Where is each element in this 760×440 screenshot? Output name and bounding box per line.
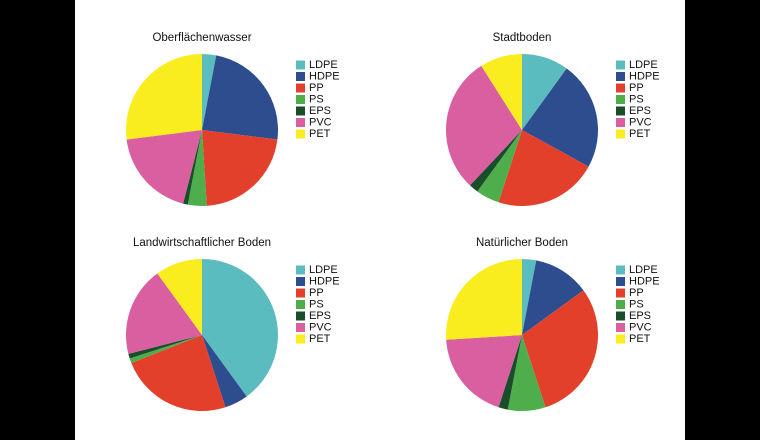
pie-slice [183, 130, 202, 205]
legend-label: PET [309, 128, 331, 140]
legend-swatch [296, 334, 305, 344]
legend-swatch [616, 311, 625, 321]
legend-swatch [616, 277, 625, 286]
pie-slice [128, 335, 202, 359]
chart-title: Stadtboden [493, 32, 552, 44]
legend-label: HDPE [309, 70, 340, 82]
legend-label: PS [629, 298, 644, 310]
pie-slice [157, 259, 202, 335]
pie-slice [522, 54, 567, 130]
pie-slice [202, 54, 217, 130]
legend-label: PS [629, 93, 644, 105]
legend-swatch [616, 265, 625, 275]
pie-slice [446, 65, 522, 186]
legend-swatch [296, 83, 305, 93]
legend-swatch [296, 95, 305, 104]
legend-label: EPS [309, 105, 331, 117]
legend-label: LDPE [629, 264, 658, 276]
pie-slice [126, 130, 202, 204]
legend-swatch [296, 311, 305, 321]
legend-swatch [296, 288, 305, 298]
pie-slice [126, 54, 202, 140]
legend-label: PET [309, 333, 331, 345]
legend-swatch [616, 129, 625, 139]
legend-label: PP [629, 82, 644, 94]
legend-label: PVC [309, 116, 332, 128]
legend-label: PVC [629, 321, 652, 333]
pie-slice [477, 130, 522, 203]
legend-label: PET [629, 333, 651, 345]
legend-label: HDPE [309, 275, 340, 287]
pie-slice [498, 130, 589, 206]
legend-label: PET [629, 128, 651, 140]
pie-slice [446, 259, 522, 340]
pie-slice [202, 130, 278, 206]
pie-slice [498, 335, 522, 410]
legend-label: PP [309, 82, 324, 94]
chart-title: Natürlicher Boden [476, 237, 568, 249]
legend-swatch [296, 265, 305, 275]
pie-slice [522, 290, 598, 408]
legend-label: HDPE [629, 275, 660, 287]
legend-label: LDPE [629, 59, 658, 71]
legend-label: PS [309, 298, 324, 310]
legend-label: PP [629, 287, 644, 299]
legend-swatch [296, 323, 305, 332]
legend-swatch [616, 300, 625, 309]
legend-swatch [296, 118, 305, 127]
legend-swatch [296, 300, 305, 309]
legend-label: PVC [629, 116, 652, 128]
legend-swatch [616, 72, 625, 81]
pie-slice [131, 335, 226, 412]
legend-swatch [296, 106, 305, 116]
legend-label: PP [309, 287, 324, 299]
pie-slice [507, 335, 546, 411]
pie-slice [187, 130, 207, 206]
pie-slice [129, 335, 202, 363]
legend-swatch [616, 288, 625, 298]
legend-swatch [616, 334, 625, 344]
legend-swatch [616, 83, 625, 93]
legend-swatch [296, 129, 305, 139]
legend-swatch [616, 118, 625, 127]
legend-label: EPS [629, 310, 651, 322]
legend-label: LDPE [309, 59, 338, 71]
legend-swatch [616, 95, 625, 104]
legend-swatch [296, 60, 305, 70]
pie-slice [469, 130, 522, 192]
legend-label: EPS [309, 310, 331, 322]
legend-label: PS [309, 93, 324, 105]
pie-slice [202, 335, 247, 408]
pie-slice [126, 273, 202, 354]
legend-label: PVC [309, 321, 332, 333]
pie-slice [481, 54, 522, 130]
pie-slice [202, 55, 279, 140]
pie-slice [522, 259, 537, 335]
legend-swatch [296, 72, 305, 81]
pie-slice [446, 335, 522, 408]
legend-swatch [616, 323, 625, 332]
pie-slice [522, 260, 584, 335]
legend-label: LDPE [309, 264, 338, 276]
legend-label: EPS [629, 105, 651, 117]
pie-slice [522, 68, 598, 167]
chart-title: Landwirtschaftlicher Boden [133, 237, 271, 249]
chart-title: Oberflächenwasser [152, 32, 251, 44]
legend-swatch [296, 277, 305, 286]
legend-swatch [616, 60, 625, 70]
pie-slice [202, 259, 278, 397]
legend-label: HDPE [629, 70, 660, 82]
legend-swatch [616, 106, 625, 116]
